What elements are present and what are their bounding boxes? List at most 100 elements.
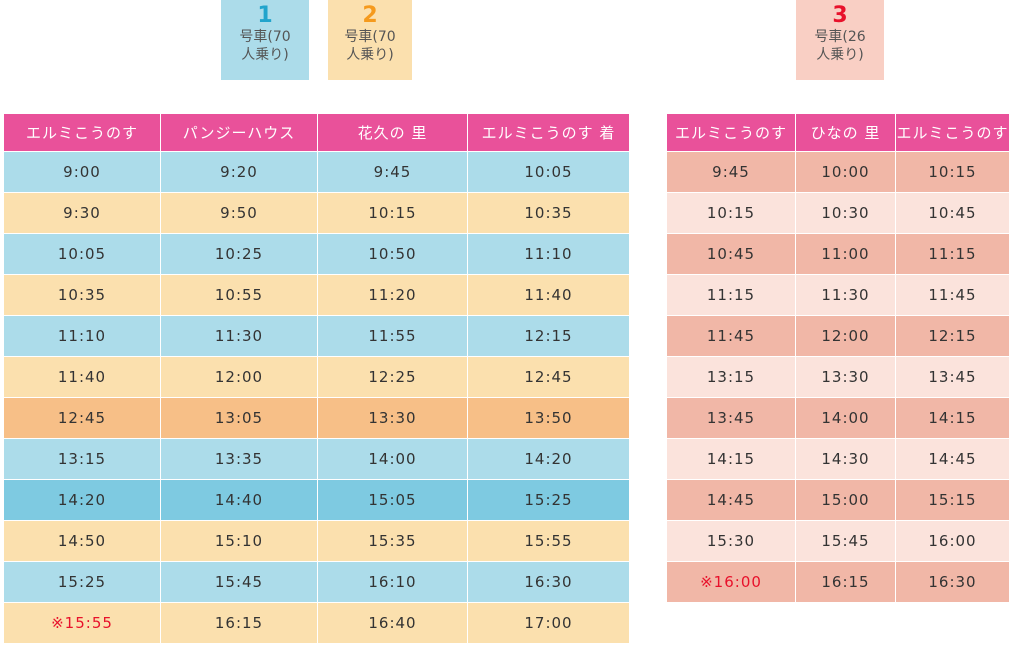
- time-value: 13:15: [706, 368, 756, 386]
- time-cell: 10:15: [666, 192, 796, 234]
- time-value: 9:50: [220, 204, 258, 222]
- time-cell: 11:40: [467, 274, 630, 316]
- time-cell: 16:30: [895, 561, 1010, 603]
- table-row: 15:25 15:45 16:10 16:30: [3, 561, 630, 603]
- time-cell: 10:05: [467, 151, 630, 193]
- header-row: エルミこうのす パンジーハウス 花久の 里エルミこうのす 着: [3, 113, 630, 152]
- time-cell: 9:20: [160, 151, 318, 193]
- time-cell: 10:15: [317, 192, 468, 234]
- time-cell: 10:45: [895, 192, 1010, 234]
- time-value: 15:30: [706, 532, 756, 550]
- time-cell: 9:45: [666, 151, 796, 193]
- time-cell: 11:45: [895, 274, 1010, 316]
- time-value: 13:45: [706, 409, 756, 427]
- table-row: 11:10 11:30 11:55 12:15: [3, 315, 630, 357]
- time-value: 16:10: [368, 573, 417, 591]
- table-row: 14:20 14:40 15:05 15:25: [3, 479, 630, 521]
- time-value: 10:45: [706, 245, 756, 263]
- time-cell: ※15:55: [3, 602, 161, 644]
- time-cell: 10:35: [467, 192, 630, 234]
- time-cell: 15:35: [317, 520, 468, 562]
- time-cell: 11:20: [317, 274, 468, 316]
- column-header: ひなの 里: [795, 113, 896, 152]
- time-value: 12:25: [368, 368, 417, 386]
- time-value: 9:30: [63, 204, 101, 222]
- time-value: 11:55: [368, 327, 417, 345]
- time-cell: 10:30: [795, 192, 896, 234]
- time-value: 9:45: [373, 163, 412, 181]
- time-value: 9:20: [220, 163, 258, 181]
- header-row: エルミこうのす ひなの 里エルミこうのす: [666, 113, 1010, 152]
- time-value: 9:00: [63, 163, 101, 181]
- time-value: 11:40: [57, 368, 107, 386]
- time-value: 11:10: [57, 327, 107, 345]
- table-row: ※15:55 16:15 16:40 17:00: [3, 602, 630, 644]
- time-value: 16:40: [368, 614, 417, 632]
- time-cell: 13:45: [666, 397, 796, 439]
- column-header: エルミこうのす: [666, 113, 796, 152]
- time-cell: 10:35: [3, 274, 161, 316]
- time-value: 14:50: [57, 532, 107, 550]
- time-value: 12:00: [821, 327, 870, 345]
- table-row: 9:45 10:00 10:15: [666, 151, 1010, 193]
- time-cell: 9:45: [317, 151, 468, 193]
- time-value: 10:25: [214, 245, 264, 263]
- column-header: 花久の 里: [317, 113, 468, 152]
- time-cell: 11:45: [666, 315, 796, 357]
- table-row: 13:15 13:35 14:00 14:20: [3, 438, 630, 480]
- legend-bus-3: 3 号車(26 人乗り): [796, 0, 884, 80]
- time-cell: 12:45: [3, 397, 161, 439]
- time-cell: 11:15: [895, 233, 1010, 275]
- time-cell: 10:05: [3, 233, 161, 275]
- legend-caption: 号車(70: [344, 29, 396, 45]
- time-value: 9:45: [712, 163, 750, 181]
- table-row: 13:45 14:00 14:15: [666, 397, 1010, 439]
- time-cell: 13:50: [467, 397, 630, 439]
- time-value: 16:15: [821, 573, 870, 591]
- time-cell: 15:30: [666, 520, 796, 562]
- time-cell: 16:15: [795, 561, 896, 603]
- time-cell: 11:10: [467, 233, 630, 275]
- timetable-bus-3: エルミこうのす ひなの 里エルミこうのす 9:45 10:00 10:15 10:15 1…: [666, 113, 1010, 603]
- time-value: 13:35: [214, 450, 264, 468]
- time-value: 11:30: [214, 327, 264, 345]
- time-value: 12:45: [524, 368, 573, 386]
- time-value: 16:00: [928, 532, 977, 550]
- legend-caption: 人乗り): [346, 47, 394, 63]
- time-cell: 16:00: [895, 520, 1010, 562]
- table-row: 10:15 10:30 10:45: [666, 192, 1010, 234]
- legend-caption: 号車(70: [239, 29, 291, 45]
- time-value: 14:20: [524, 450, 573, 468]
- time-cell: 10:00: [795, 151, 896, 193]
- time-cell: 15:45: [160, 561, 318, 603]
- time-value: 14:00: [368, 450, 417, 468]
- time-cell: 15:15: [895, 479, 1010, 521]
- time-value: 17:00: [524, 614, 573, 632]
- time-cell: 14:15: [895, 397, 1010, 439]
- time-value: 15:00: [821, 491, 870, 509]
- time-cell: 15:45: [795, 520, 896, 562]
- time-cell: 15:55: [467, 520, 630, 562]
- time-value: 14:45: [928, 450, 977, 468]
- time-value: 11:45: [706, 327, 756, 345]
- time-cell: 14:45: [666, 479, 796, 521]
- time-value: 16:15: [214, 614, 264, 632]
- legend-bus-2: 2 号車(70 人乗り): [328, 0, 412, 80]
- time-value: 12:15: [524, 327, 573, 345]
- time-value: 15:35: [368, 532, 417, 550]
- time-cell: 11:10: [3, 315, 161, 357]
- time-cell: 13:15: [666, 356, 796, 398]
- time-value: 11:00: [821, 245, 870, 263]
- time-cell: 12:15: [467, 315, 630, 357]
- time-value: 14:30: [821, 450, 870, 468]
- time-value: 10:15: [368, 204, 417, 222]
- table-row: 11:40 12:00 12:25 12:45: [3, 356, 630, 398]
- time-value: 10:05: [524, 163, 573, 181]
- time-value: 13:45: [928, 368, 977, 386]
- time-value: 11:45: [928, 286, 977, 304]
- legend-number: 2: [362, 3, 378, 28]
- time-cell: 15:05: [317, 479, 468, 521]
- time-value: 15:10: [214, 532, 264, 550]
- legend-caption: 号車(26: [814, 29, 866, 45]
- column-header: パンジーハウス: [160, 113, 318, 152]
